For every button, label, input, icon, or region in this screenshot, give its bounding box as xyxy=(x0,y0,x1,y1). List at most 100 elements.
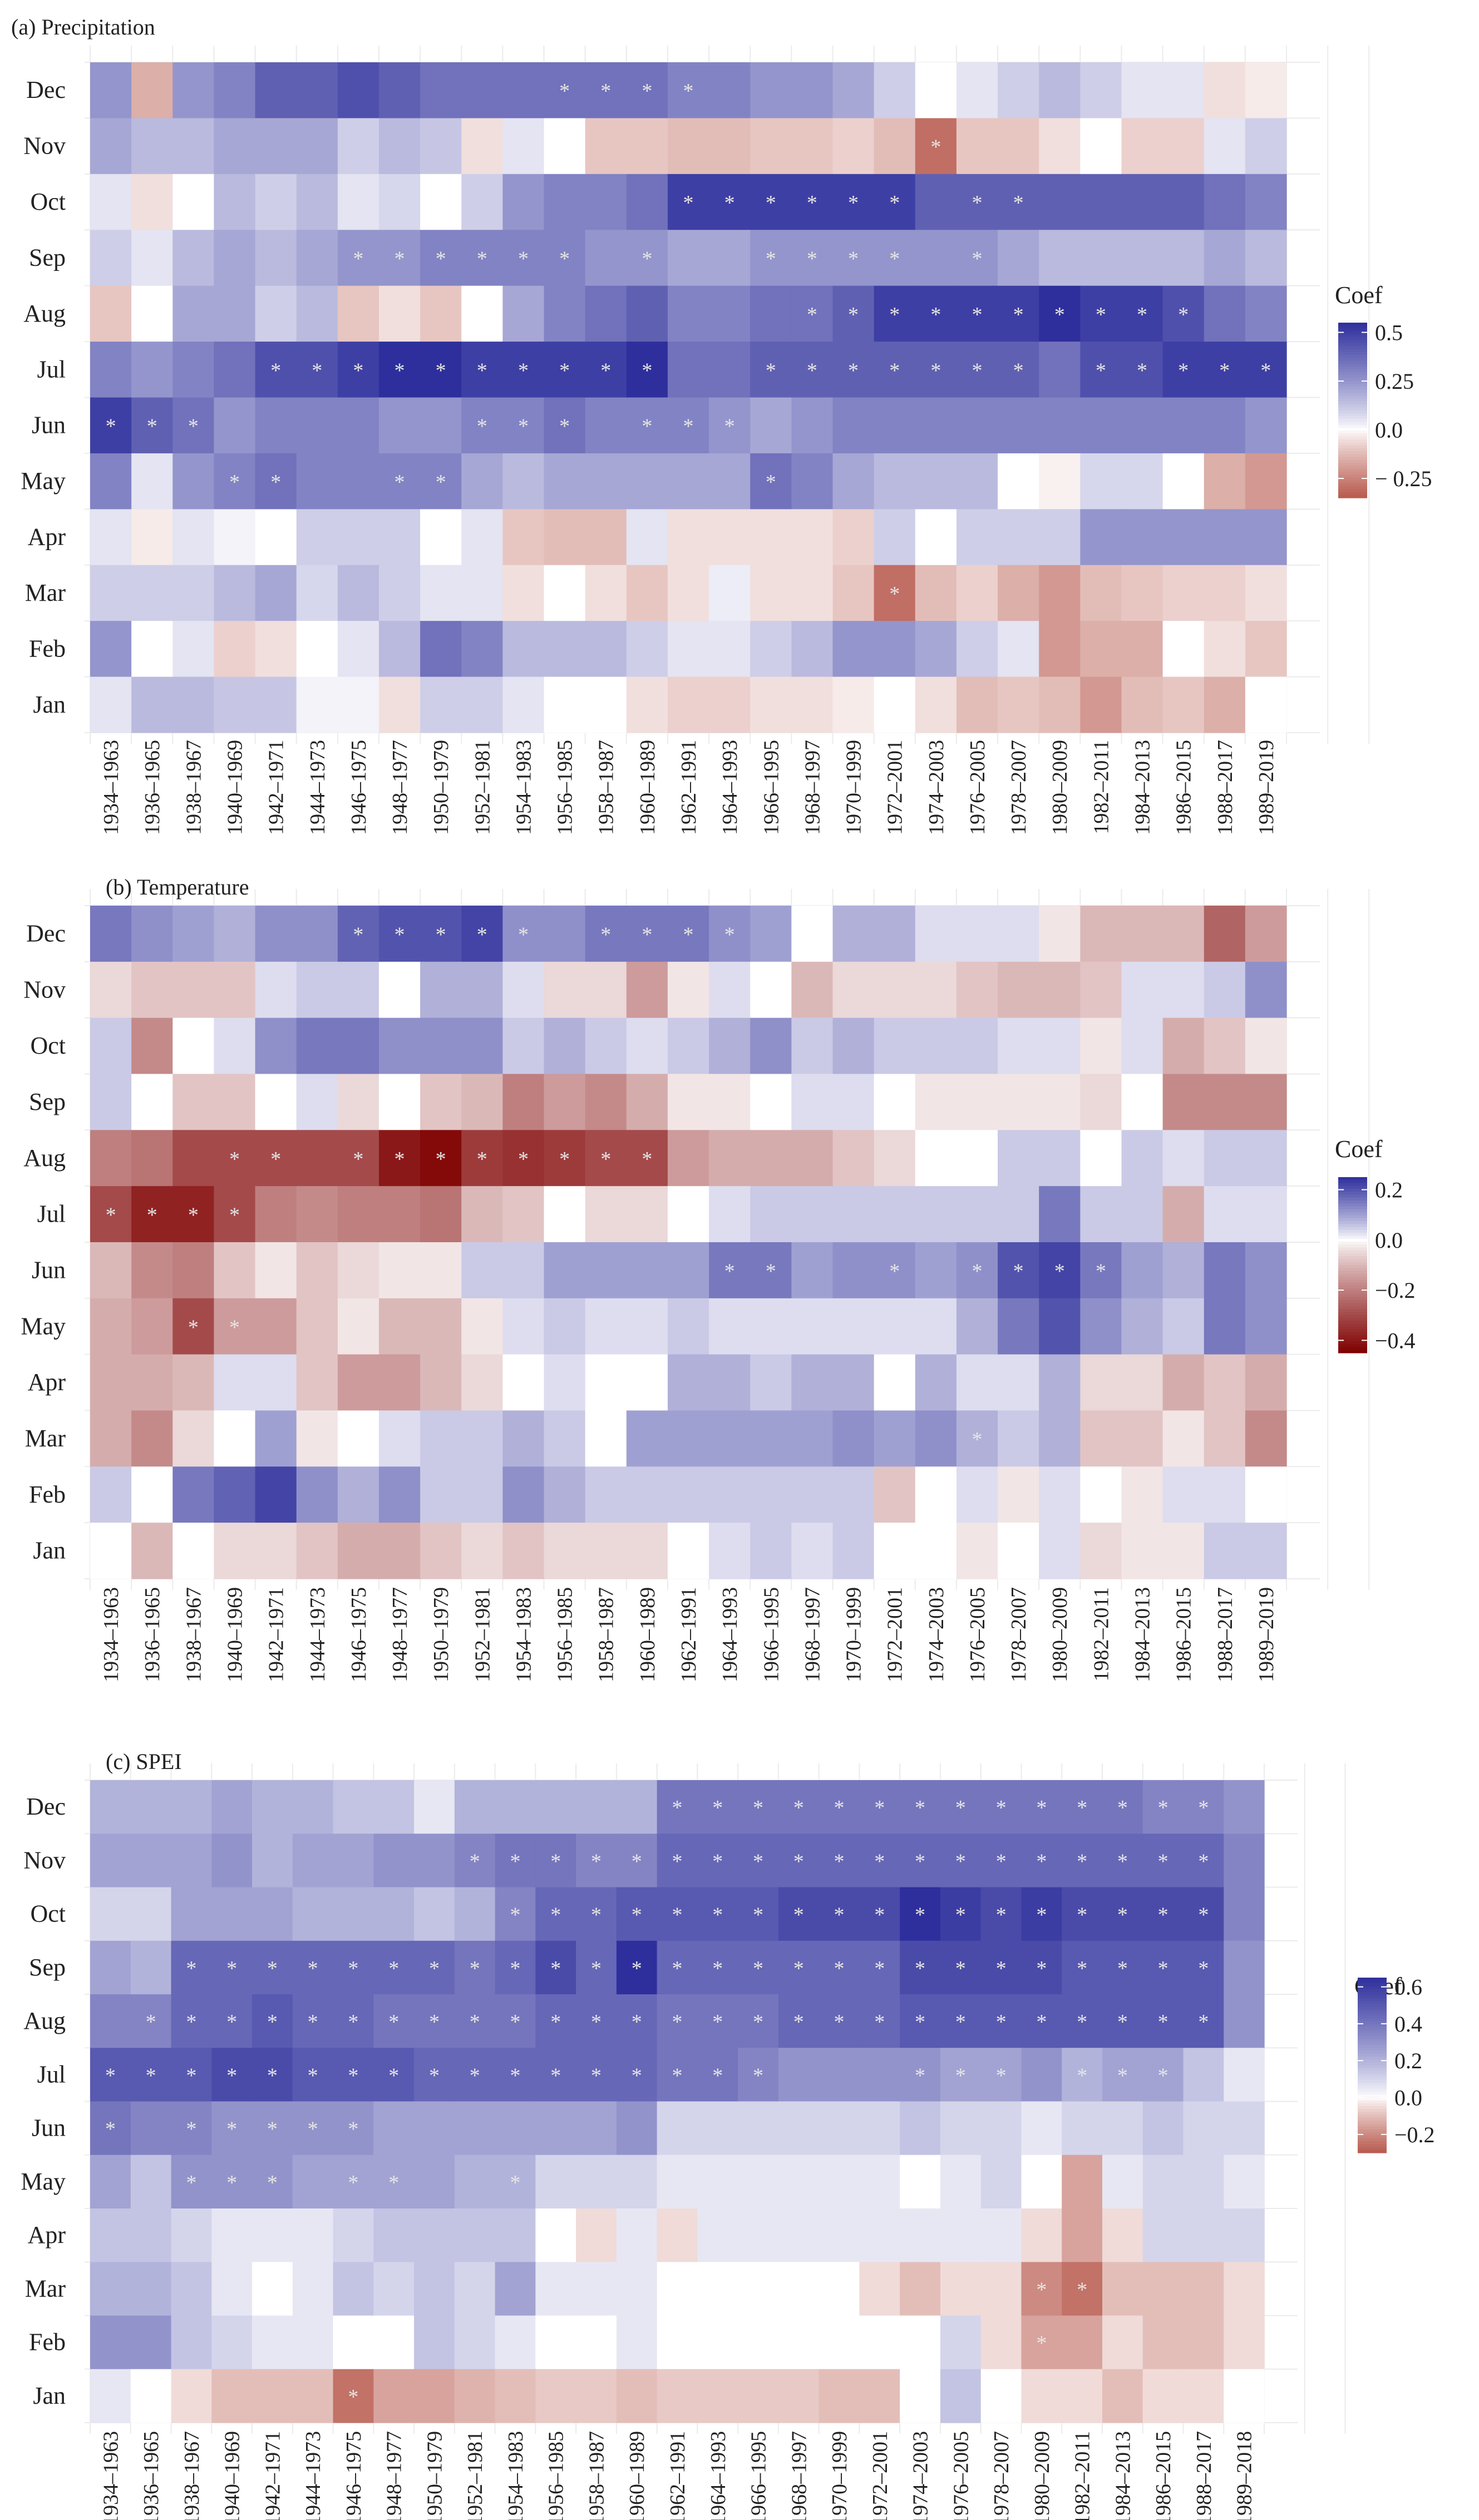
significance-marker: * xyxy=(793,1850,804,1873)
heatmap-cell xyxy=(337,1298,379,1355)
significance-marker: * xyxy=(436,471,446,494)
heatmap-cell xyxy=(296,906,338,962)
month-label: Apr xyxy=(28,2221,66,2249)
significance-marker: * xyxy=(600,923,611,946)
heatmap-cell xyxy=(874,565,916,621)
heatmap-cell xyxy=(709,230,751,286)
heatmap-cell xyxy=(90,2155,131,2209)
significance-marker: * xyxy=(955,1796,966,1820)
legend-gradient-step xyxy=(1358,2044,1387,2048)
heatmap-cell xyxy=(461,62,503,119)
heatmap-cell xyxy=(998,1017,1039,1075)
heatmap-cell xyxy=(915,118,957,175)
significance-marker: * xyxy=(308,2010,318,2034)
heatmap-cell xyxy=(337,676,379,733)
heatmap-cell xyxy=(998,1298,1039,1355)
heatmap-cell xyxy=(420,1186,462,1243)
heatmap-cell xyxy=(1162,1186,1205,1243)
heatmap-cell xyxy=(980,1887,1022,1941)
heatmap-cell xyxy=(214,285,256,342)
period-label: 1946–1975 xyxy=(342,2431,366,2520)
heatmap-cell xyxy=(1224,2262,1265,2316)
heatmap-cell xyxy=(171,2315,212,2370)
heatmap-cell xyxy=(1245,1130,1287,1187)
heatmap-cell xyxy=(956,1017,998,1075)
significance-marker: * xyxy=(267,1957,278,1980)
heatmap-cell xyxy=(1039,906,1081,962)
period-label: 1989–2018 xyxy=(1233,2431,1256,2520)
significance-marker: * xyxy=(996,1850,1007,1873)
significance-marker: * xyxy=(1077,1904,1087,1927)
heatmap-cell xyxy=(1224,1887,1265,1941)
heatmap-cell xyxy=(414,2315,455,2370)
heatmap-cell xyxy=(626,509,668,566)
heatmap-cell xyxy=(333,2315,374,2370)
heatmap-cell xyxy=(585,565,627,621)
period-label: 1968–1997 xyxy=(801,1587,824,1682)
heatmap-cell xyxy=(131,1130,173,1187)
legend-gradient-step xyxy=(1358,2106,1387,2109)
heatmap-cell xyxy=(414,2262,455,2316)
heatmap-cell xyxy=(172,1017,215,1075)
heatmap-cell xyxy=(915,1298,957,1355)
heatmap-cell xyxy=(172,118,215,175)
heatmap-cell xyxy=(940,1994,982,2048)
heatmap-cell xyxy=(874,1410,916,1467)
heatmap-cell xyxy=(657,1780,698,1834)
significance-marker: * xyxy=(186,1957,196,1980)
heatmap-cell xyxy=(750,342,792,398)
heatmap-cell xyxy=(1102,2208,1143,2262)
heatmap-cell xyxy=(1121,342,1164,398)
heatmap-cell xyxy=(1121,397,1164,454)
heatmap-cell xyxy=(461,453,503,510)
heatmap-cell xyxy=(750,285,792,342)
heatmap-cell xyxy=(956,906,998,962)
heatmap-cell xyxy=(791,118,834,175)
period-label: 1968–1997 xyxy=(801,740,824,835)
heatmap-cell xyxy=(420,1298,462,1355)
significance-marker: * xyxy=(550,2010,561,2034)
heatmap-cell xyxy=(791,230,834,286)
significance-marker: * xyxy=(753,1850,763,1873)
legend-gradient-step xyxy=(1338,1247,1367,1251)
heatmap-cell xyxy=(1121,676,1164,733)
heatmap-cell xyxy=(373,2369,415,2423)
significance-marker: * xyxy=(642,247,652,270)
legend-gradient-step xyxy=(1338,1297,1367,1301)
heatmap-cells: ****************************************… xyxy=(90,1780,1265,2423)
heatmap-cell xyxy=(296,1074,338,1130)
heatmap-cell xyxy=(1183,2155,1224,2209)
heatmap-cell xyxy=(420,509,462,566)
heatmap-cell xyxy=(832,1242,875,1299)
legend-gradient-step xyxy=(1338,1177,1367,1180)
heatmap-cell xyxy=(819,1834,860,1888)
significance-marker: * xyxy=(591,1850,602,1873)
heatmap-cell xyxy=(495,1834,536,1888)
heatmap-cell xyxy=(576,1780,617,1834)
heatmap-cell xyxy=(956,1074,998,1130)
heatmap-cell xyxy=(495,2369,536,2423)
significance-marker: * xyxy=(1013,191,1024,215)
heatmap-cell xyxy=(461,397,503,454)
heatmap-cell xyxy=(585,961,627,1019)
heatmap-cell xyxy=(1162,509,1205,566)
legend-gradient-step xyxy=(1338,387,1367,391)
heatmap-cell xyxy=(750,1074,792,1130)
heatmap-cell xyxy=(940,2155,982,2209)
heatmap-cell xyxy=(1080,285,1122,342)
significance-marker: * xyxy=(510,1957,520,1980)
heatmap-cell xyxy=(1039,62,1081,119)
heatmap-cell xyxy=(874,285,916,342)
significance-marker: * xyxy=(186,2118,196,2141)
heatmap-cell xyxy=(1204,1523,1246,1579)
significance-marker: * xyxy=(1036,2332,1047,2355)
heatmap-cell xyxy=(1080,509,1122,566)
heatmap-cell xyxy=(750,676,792,733)
significance-marker: * xyxy=(834,2010,845,2034)
period-label: 1950–1979 xyxy=(430,1587,453,1682)
heatmap-cell xyxy=(998,961,1039,1019)
heatmap-cell xyxy=(378,1186,421,1243)
significance-marker: * xyxy=(550,1850,561,1873)
heatmap-cell xyxy=(172,1466,215,1523)
heatmap-cell xyxy=(211,2315,253,2370)
